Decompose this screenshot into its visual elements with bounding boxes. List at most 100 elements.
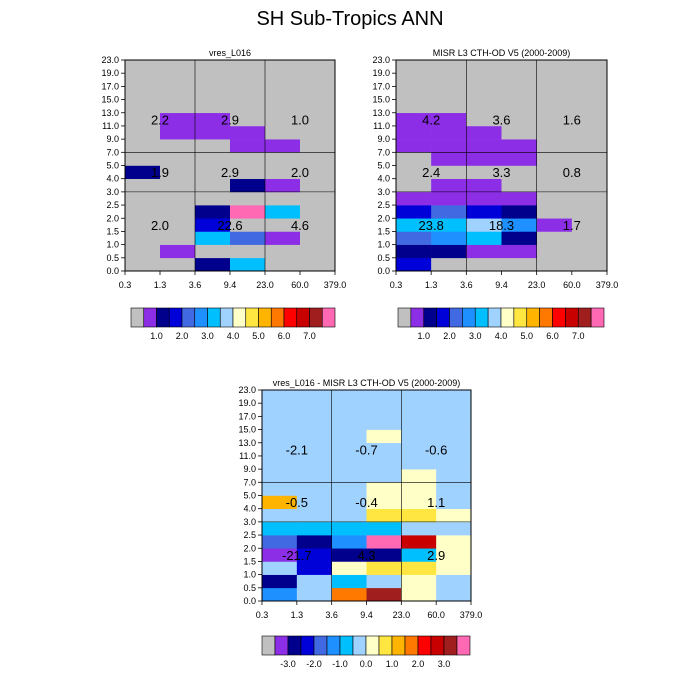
heatmap-cell	[230, 86, 266, 100]
heatmap-cell	[466, 205, 502, 219]
colorbar-swatch	[456, 635, 471, 656]
heatmap-cell	[230, 178, 266, 193]
heatmap-cell	[571, 218, 608, 232]
heatmap-cell	[436, 403, 472, 417]
heatmap-cell	[160, 125, 196, 140]
colorbar-label: 1.0	[417, 331, 430, 341]
heatmap-cell	[466, 139, 502, 153]
heatmap-cell	[331, 535, 367, 549]
heatmap-cell	[195, 257, 231, 272]
colorbar-swatch	[378, 635, 393, 656]
y-tick-label: 0.0	[106, 266, 119, 276]
y-tick-label: 5.0	[377, 161, 390, 171]
heatmap-cell	[265, 86, 301, 100]
y-tick-label: 0.0	[377, 266, 390, 276]
x-tick-label: 1.3	[425, 280, 438, 290]
region-value-label: 0.8	[563, 165, 581, 180]
heatmap-cell	[195, 139, 231, 153]
y-tick-label: 1.5	[106, 226, 119, 236]
y-tick-label: 17.0	[372, 81, 390, 91]
y-tick-label: 9.0	[243, 464, 256, 474]
heatmap-cell	[536, 244, 573, 259]
heatmap-cell	[125, 125, 161, 140]
heatmap-cell	[296, 416, 332, 430]
heatmap-cell	[396, 73, 432, 87]
heatmap-cell	[466, 99, 502, 114]
colorbar-swatch	[261, 635, 276, 656]
region-value-label: 4.3	[357, 548, 375, 563]
heatmap-cell	[431, 178, 467, 193]
heatmap-cell	[401, 442, 437, 457]
heatmap-cell	[501, 60, 537, 74]
colorbar-label: -3.0	[280, 659, 296, 669]
y-tick-label: 9.0	[106, 134, 119, 144]
y-tick-label: 2.0	[377, 213, 390, 223]
colorbar-swatch	[296, 307, 310, 328]
heatmap-cell	[195, 178, 231, 193]
heatmap-cell	[265, 112, 301, 127]
heatmap-cell	[571, 178, 608, 193]
heatmap-cell	[230, 165, 266, 179]
region-value-label: -0.6	[425, 442, 447, 457]
y-tick-label: 15.0	[238, 425, 256, 435]
heatmap-cell	[396, 86, 432, 100]
heatmap-cell	[401, 521, 437, 536]
heatmap-cell	[571, 86, 608, 100]
x-tick-label: 1.3	[291, 610, 304, 620]
colorbar-swatch	[219, 307, 234, 328]
heatmap-cell	[366, 561, 402, 575]
colorbar-swatch	[245, 307, 259, 328]
colorbar-label: 2.0	[412, 659, 425, 669]
region-value-label: 4.2	[422, 112, 440, 127]
heatmap-cell	[436, 521, 472, 536]
colorbar-label: 3.0	[469, 331, 482, 341]
heatmap-cell	[125, 178, 161, 193]
heatmap-cell	[466, 231, 502, 245]
heatmap-cell	[436, 548, 472, 562]
colorbar-label: 2.0	[443, 331, 456, 341]
heatmap-cell	[160, 152, 196, 166]
y-tick-label: 4.0	[106, 174, 119, 184]
x-tick-label: 3.6	[460, 280, 473, 290]
heatmap-cell	[331, 548, 367, 562]
heatmap-cell	[401, 587, 437, 602]
heatmap-cell	[501, 257, 537, 272]
heatmap-cell	[401, 390, 437, 404]
y-tick-label: 2.5	[243, 530, 256, 540]
heatmap-cell	[262, 587, 298, 602]
heatmap-cell	[331, 455, 367, 470]
heatmap-cell	[195, 231, 231, 245]
heatmap-cell	[262, 390, 298, 404]
x-tick-label: 60.0	[291, 280, 309, 290]
colorbar-swatch	[365, 635, 380, 656]
colorbar-swatch	[417, 635, 432, 656]
main-title: SH Sub-Tropics ANN	[256, 8, 444, 30]
heatmap-cell	[125, 152, 161, 166]
y-tick-label: 1.5	[377, 226, 390, 236]
heatmap-cell	[366, 521, 402, 536]
heatmap-cell	[571, 125, 608, 140]
y-tick-label: 11.0	[373, 121, 390, 131]
heatmap-cell	[436, 455, 472, 470]
y-tick-label: 15.0	[372, 95, 390, 105]
colorbar-swatch	[565, 307, 579, 328]
heatmap-cell	[571, 231, 608, 245]
colorbar-swatch	[391, 635, 406, 656]
colorbar-swatch	[449, 307, 463, 328]
colorbar-swatch	[130, 307, 145, 328]
heatmap-cell	[501, 205, 537, 219]
colorbar-swatch	[590, 307, 605, 328]
heatmap-cell	[431, 218, 467, 232]
heatmap-cell	[331, 403, 367, 417]
y-tick-label: 19.0	[101, 68, 119, 78]
heatmap-cell	[436, 469, 472, 483]
heatmap-cell	[401, 561, 437, 575]
colorbar-right: 1.0 2.0 3.0 4.0 5.0 6.0 7.0	[397, 307, 605, 341]
colorbar-swatch	[513, 307, 528, 328]
heatmap-cell	[296, 469, 332, 483]
heatmap-cell	[230, 112, 266, 127]
heatmap-cell	[125, 86, 161, 100]
heatmap-cell	[466, 244, 502, 259]
region-value-label: 2.0	[291, 165, 309, 180]
heatmap-cell	[536, 125, 573, 140]
